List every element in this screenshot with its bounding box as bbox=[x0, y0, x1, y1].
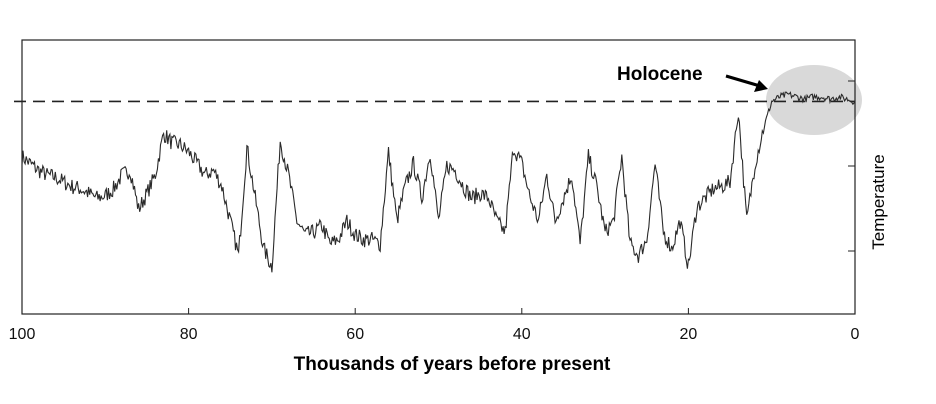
x-tick-label-20: 20 bbox=[680, 326, 698, 343]
holocene-highlight bbox=[766, 65, 862, 135]
x-tick-label-40: 40 bbox=[513, 326, 531, 343]
x-tick-label-80: 80 bbox=[180, 326, 198, 343]
holocene-arrow bbox=[725, 74, 761, 88]
temperature-series-line bbox=[21, 91, 856, 273]
holocene-label: Holocene bbox=[617, 64, 703, 85]
x-tick-label-60: 60 bbox=[346, 326, 364, 343]
holocene-arrowhead bbox=[754, 80, 768, 92]
y-axis-title: Temperature bbox=[869, 154, 888, 249]
x-axis-title: Thousands of years before present bbox=[294, 354, 611, 375]
x-axis-ticks: 100 80 60 40 20 0 bbox=[9, 308, 860, 343]
plot-frame bbox=[21, 39, 856, 315]
x-tick-label-0: 0 bbox=[851, 326, 860, 343]
x-tick-label-100: 100 bbox=[9, 326, 36, 343]
